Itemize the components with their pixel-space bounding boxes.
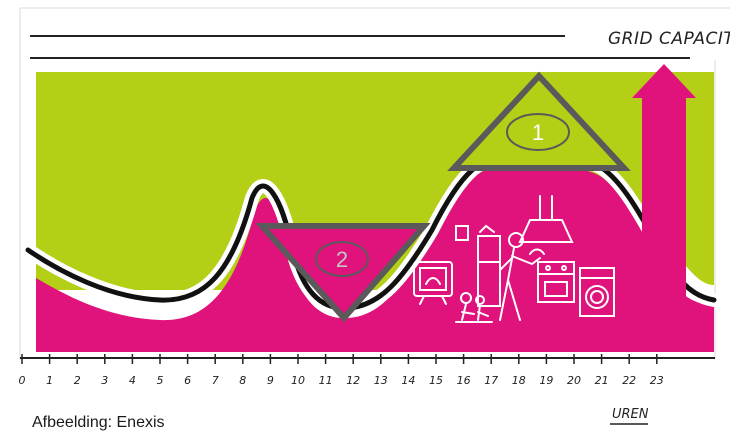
- peak-triangle: [447, 71, 631, 171]
- valley-triangle: [255, 223, 431, 323]
- hour-tick-label: 18: [512, 374, 526, 387]
- hour-tick-label: 6: [184, 374, 191, 387]
- hour-tick-label: 22: [622, 374, 636, 387]
- hour-tick-label: 17: [484, 374, 498, 387]
- hour-tick-label: 23: [650, 374, 664, 387]
- hour-tick-label: 13: [374, 374, 388, 387]
- hour-tick-label: 16: [457, 374, 471, 387]
- cooker-hood-icon: [518, 195, 574, 243]
- cooking-person-icon: [499, 232, 545, 321]
- marker-1-label: 1: [532, 120, 544, 145]
- magenta-demand-area: [36, 165, 714, 352]
- hour-tick-label: 12: [346, 374, 360, 387]
- hour-tick-label: 0: [19, 374, 26, 387]
- x-axis-label: UREN: [612, 407, 649, 422]
- family-icon: [455, 292, 493, 323]
- washing-machine-icon: [579, 267, 615, 317]
- capacity-arrow-icon: [632, 64, 696, 350]
- marker-2-ellipse: [315, 241, 369, 277]
- hour-tick-label: 21: [595, 374, 609, 387]
- hour-tick-label: 2: [74, 374, 81, 387]
- hour-tick-label: 15: [429, 374, 443, 387]
- hour-tick-label: 4: [129, 374, 136, 387]
- hour-ticks: 0 1 2 3 4 5 6 7 8 9 10 11 12 13 14 15 16 17 18 19 20 21 22 23: [19, 354, 664, 387]
- marker-2-label: 2: [336, 247, 348, 272]
- hour-tick-label: 20: [567, 374, 581, 387]
- hour-tick-label: 1: [46, 374, 53, 387]
- hour-tick-label: 11: [319, 374, 333, 387]
- hour-tick-label: 8: [239, 374, 246, 387]
- hour-tick-label: 7: [212, 374, 219, 387]
- tv-icon: [413, 261, 453, 305]
- stove-icon: [537, 261, 575, 303]
- household-sketch: [413, 195, 615, 323]
- image-caption: Afbeelding: Enexis: [32, 414, 165, 431]
- hour-tick-label: 9: [267, 374, 274, 387]
- hour-tick-label: 3: [101, 374, 108, 387]
- hour-tick-label: 19: [539, 374, 553, 387]
- demand-curve: [25, 153, 717, 311]
- hour-tick-label: 14: [401, 374, 415, 387]
- cabinet-icon: [455, 224, 501, 307]
- marker-1: 1: [447, 71, 631, 171]
- marker-1-ellipse: [506, 113, 570, 151]
- hour-tick-label: 10: [291, 374, 305, 387]
- grid-capacity-label: GRID CAPACITY: [608, 29, 730, 49]
- marker-2: 2: [255, 223, 431, 323]
- hour-tick-label: 5: [157, 374, 164, 387]
